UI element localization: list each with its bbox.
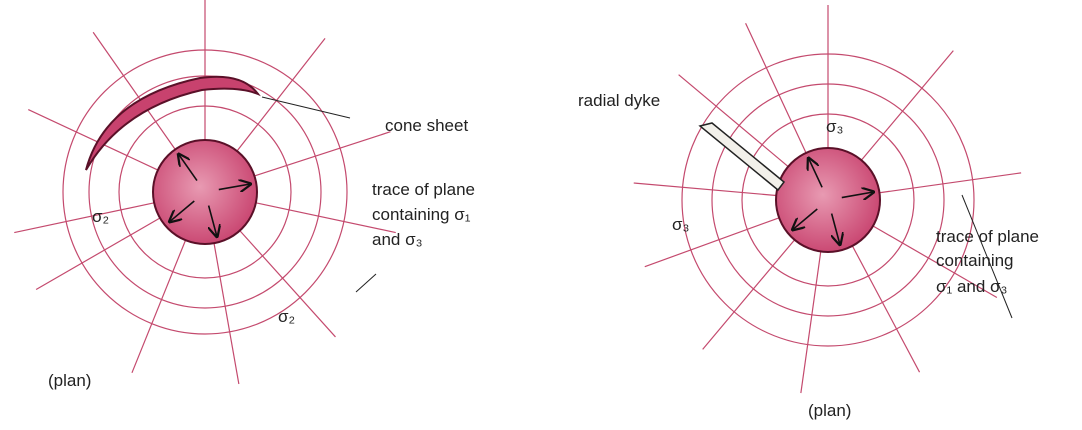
radial-line [132, 240, 186, 373]
figure: cone sheet trace of plane containing σ₁ … [0, 0, 1082, 430]
radial-line [879, 173, 1021, 193]
label: cone sheet [385, 116, 468, 135]
label: and σ₃ [372, 230, 423, 249]
sigma-label: σ₂ [278, 307, 295, 326]
radial-dyke [700, 123, 784, 190]
radial-line [645, 218, 779, 267]
radial-line [14, 203, 154, 233]
label: radial dyke [578, 91, 660, 110]
label: trace of plane [936, 227, 1039, 246]
leader-line [262, 97, 350, 118]
left-diagram [14, 0, 395, 384]
label: trace of plane [372, 180, 475, 199]
magma-chamber [153, 140, 257, 244]
radial-line [36, 218, 160, 290]
sigma-label: σ₃ [826, 117, 843, 136]
radial-line [852, 246, 919, 372]
leader-line [356, 274, 376, 292]
magma-chamber [776, 148, 880, 252]
label: σ₁ and σ₃ [936, 277, 1007, 296]
right-diagram [634, 5, 1021, 393]
label: containing [936, 251, 1014, 270]
radial-line [214, 243, 239, 384]
radial-line [237, 38, 325, 151]
sigma-label: σ₂ [92, 207, 109, 226]
label: (plan) [808, 401, 851, 420]
label: containing σ₁ [372, 205, 471, 224]
label: (plan) [48, 371, 91, 390]
radial-line [634, 183, 776, 195]
radial-line [801, 251, 821, 393]
sigma-label: σ₃ [672, 215, 689, 234]
radial-line [254, 132, 390, 176]
